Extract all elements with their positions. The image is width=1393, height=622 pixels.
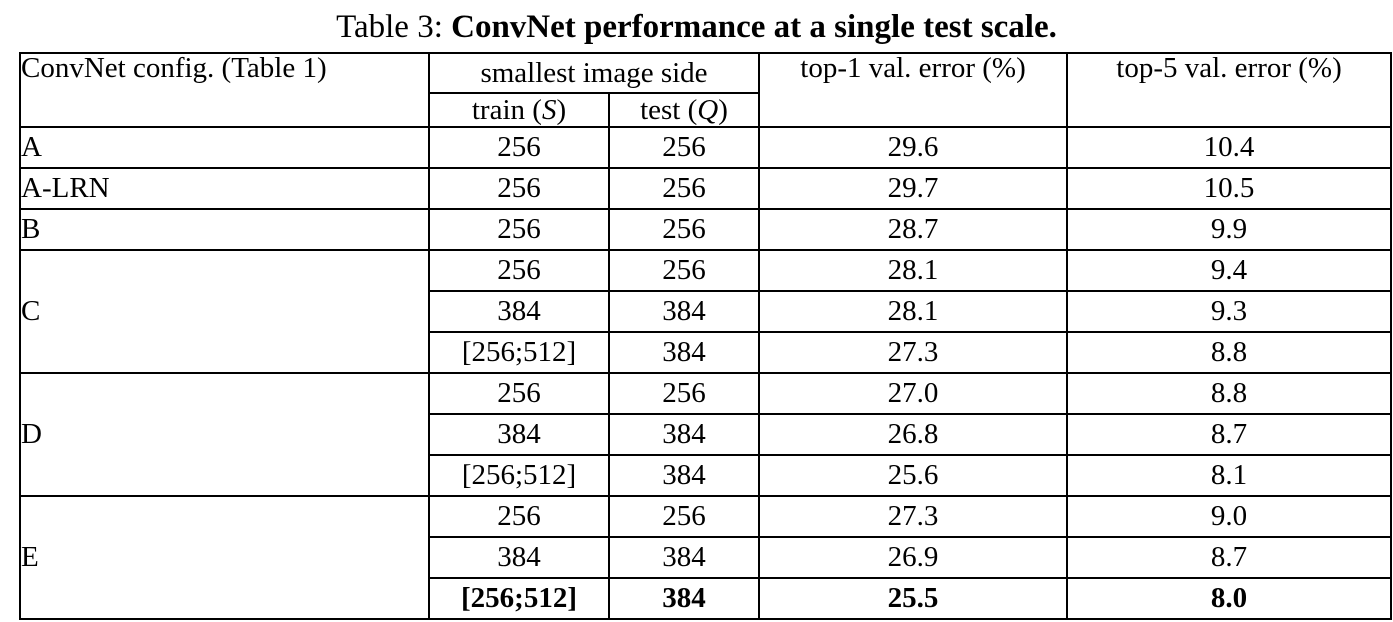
train-symbol: S [541, 93, 557, 126]
test-label-close: ) [718, 93, 728, 126]
test-cell: 256 [608, 126, 760, 170]
config-cell: A [19, 126, 430, 170]
header-convnet-config: ConvNet config. (Table 1) [19, 52, 430, 129]
config-cell: C [19, 249, 430, 375]
test-cell: 384 [608, 331, 760, 375]
test-cell: 256 [608, 249, 760, 293]
top1-cell: 27.0 [758, 372, 1068, 416]
convnet-results-table: ConvNet config. (Table 1) smallest image… [19, 52, 1392, 621]
test-cell: 256 [608, 372, 760, 416]
train-cell: 256 [428, 249, 610, 293]
test-cell: 384 [608, 577, 760, 621]
test-cell: 256 [608, 167, 760, 211]
top5-cell: 8.8 [1066, 331, 1392, 375]
test-cell: 256 [608, 208, 760, 252]
train-cell: 256 [428, 495, 610, 539]
header-top1-error: top-1 val. error (%) [758, 52, 1068, 129]
header-row-2: train (S) test (Q) [20, 92, 1391, 129]
table-body: A 256 256 29.6 10.4 A-LRN 256 256 29.7 10.5 B 256 25… [19, 126, 1392, 621]
table-row: [256;512] 384 27.3 8.8 [20, 331, 1392, 375]
top5-cell: 10.4 [1066, 126, 1392, 170]
table-row: A-LRN 256 256 29.7 10.5 [19, 167, 1392, 211]
header-top5-error: top-5 val. error (%) [1066, 52, 1392, 129]
table-caption: Table 3: ConvNet performance at a single… [0, 0, 1393, 45]
header-smallest-image-side: smallest image side [428, 52, 760, 95]
top5-cell: 10.5 [1066, 167, 1392, 211]
top1-cell: 28.1 [758, 290, 1068, 334]
caption-label: Table 3: [336, 9, 452, 45]
top5-cell: 8.7 [1066, 413, 1392, 457]
test-cell: 384 [608, 536, 760, 580]
test-cell: 384 [608, 454, 760, 498]
top5-cell: 8.1 [1066, 454, 1392, 498]
top5-cell: 9.9 [1066, 208, 1392, 252]
train-label: train ( [471, 93, 542, 126]
top5-cell: 8.0 [1066, 577, 1392, 621]
config-cell: A-LRN [19, 167, 430, 211]
train-cell: 256 [428, 372, 610, 416]
top1-cell: 26.8 [758, 413, 1068, 457]
top5-cell: 8.7 [1066, 536, 1392, 580]
config-cell: D [19, 372, 430, 498]
table-row: 384 384 26.9 8.7 [20, 536, 1392, 580]
top5-cell: 8.8 [1066, 372, 1392, 416]
header-row-1: ConvNet config. (Table 1) smallest image… [19, 52, 1392, 129]
table-row: 384 384 26.8 8.7 [20, 413, 1392, 457]
test-label: test ( [640, 93, 698, 126]
table-header: ConvNet config. (Table 1) smallest image… [19, 52, 1392, 129]
top1-cell: 25.6 [758, 454, 1068, 498]
test-symbol: Q [697, 93, 719, 126]
train-cell: [256;512] [428, 331, 610, 375]
top1-cell: 28.1 [758, 249, 1068, 293]
train-cell: 256 [428, 167, 610, 211]
train-cell: 384 [428, 536, 610, 580]
caption-title: ConvNet performance at a single test sca… [451, 9, 1057, 45]
table-row: E 256 256 27.3 9.0 [19, 495, 1392, 621]
config-cell: E [19, 495, 430, 621]
table-row: [256;512] 384 25.5 8.0 [20, 577, 1392, 621]
table-row: B 256 256 28.7 9.9 [19, 208, 1392, 252]
train-cell: 384 [428, 413, 610, 457]
test-cell: 384 [608, 290, 760, 334]
table-row: D 256 256 27.0 8.8 [19, 372, 1392, 498]
table-row: 384 384 28.1 9.3 [20, 290, 1392, 334]
top5-cell: 9.0 [1066, 495, 1392, 539]
train-cell: [256;512] [428, 577, 610, 621]
train-cell: 256 [428, 208, 610, 252]
header-train: train (S) [428, 92, 610, 129]
top5-cell: 9.3 [1066, 290, 1392, 334]
table-row: [256;512] 384 25.6 8.1 [20, 454, 1392, 498]
train-cell: [256;512] [428, 454, 610, 498]
top1-cell: 27.3 [758, 331, 1068, 375]
table-row: A 256 256 29.6 10.4 [19, 126, 1392, 170]
top1-cell: 26.9 [758, 536, 1068, 580]
train-cell: 256 [428, 126, 610, 170]
top1-cell: 29.7 [758, 167, 1068, 211]
top1-cell: 29.6 [758, 126, 1068, 170]
top1-cell: 28.7 [758, 208, 1068, 252]
top5-cell: 9.4 [1066, 249, 1392, 293]
top1-cell: 25.5 [758, 577, 1068, 621]
top1-cell: 27.3 [758, 495, 1068, 539]
train-label-close: ) [556, 93, 567, 126]
header-test: test (Q) [608, 92, 760, 129]
table-row: C 256 256 28.1 9.4 [19, 249, 1392, 375]
test-cell: 256 [608, 495, 760, 539]
config-cell: B [19, 208, 430, 252]
test-cell: 384 [608, 413, 760, 457]
train-cell: 384 [428, 290, 610, 334]
